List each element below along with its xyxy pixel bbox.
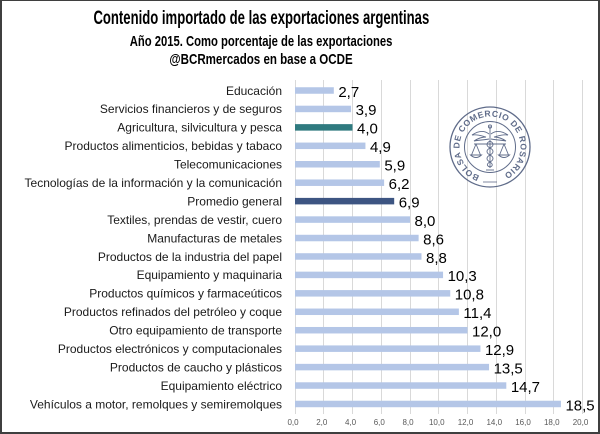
bar	[295, 216, 410, 223]
x-tick-label: 8,0	[402, 418, 414, 427]
bar	[295, 105, 352, 113]
value-label: 18,5	[565, 397, 594, 414]
bar	[295, 234, 419, 242]
bar	[295, 87, 334, 94]
x-tick-label: 4,0	[345, 418, 357, 427]
value-label: 5,9	[384, 158, 405, 175]
x-tick-label: 10,0	[429, 418, 445, 427]
chart-subtitle-text: Año 2015. Como porcentaje de las exporta…	[129, 33, 393, 50]
x-tick-label: 2,0	[316, 418, 328, 427]
x-tick-label: 16,0	[515, 418, 531, 427]
category-label: Manufacturas de metales	[147, 231, 282, 245]
bar	[295, 197, 395, 205]
category-label: Productos de caucho y plásticos	[110, 360, 282, 374]
value-label: 11,4	[463, 305, 491, 322]
category-label: Otro equipamiento de transporte	[109, 324, 282, 338]
value-label: 8,8	[426, 250, 447, 267]
value-label: 14,7	[511, 379, 540, 396]
bar	[295, 382, 507, 389]
chart-source: @BCRmercados en base a OCDE	[0, 52, 522, 67]
category-label: Productos refinados del petróleo y coque	[64, 305, 282, 319]
bar	[295, 345, 481, 352]
bars	[295, 87, 561, 408]
x-tick-label: 6,0	[374, 418, 386, 427]
chart-title: Contenido importado de las exportaciones…	[0, 9, 522, 28]
value-label: 13,5	[494, 360, 523, 377]
category-label: Productos de la industria del papel	[98, 250, 282, 264]
x-tick-label: 20,0	[573, 418, 589, 427]
x-tick-label: 12,0	[458, 418, 474, 427]
category-label: Vehículos a motor, remolques y semiremol…	[30, 397, 282, 411]
bar	[295, 253, 422, 260]
value-label: 4,9	[370, 139, 391, 156]
bar	[295, 308, 459, 316]
value-label: 4,0	[357, 121, 378, 138]
chart-subtitle: Año 2015. Como porcentaje de las exporta…	[0, 34, 522, 49]
bar	[295, 179, 385, 186]
category-label: Agricultura, silvicultura y pesca	[117, 121, 282, 135]
x-tick-label: 14,0	[486, 418, 502, 427]
scales-caduceus-icon	[469, 124, 511, 171]
value-label: 3,9	[356, 102, 377, 119]
category-label: Productos alimenticios, bebidas y tabaco	[65, 139, 283, 153]
x-axis: 0,0 2,0 4,0 6,0 8,0 10,0 12,0 14,0 16,0 18,0 20,0	[287, 418, 588, 427]
chart-source-text: @BCRmercados en base a OCDE	[169, 51, 353, 68]
value-label: 6,2	[389, 176, 410, 193]
value-label: 12,9	[485, 342, 514, 359]
value-label: 2,7	[338, 84, 359, 101]
category-label: Tecnologías de la información y la comun…	[25, 176, 282, 190]
category-label: Textiles, prendas de vestir, cuero	[107, 213, 282, 227]
seal-inner-ring	[464, 121, 516, 173]
value-label: 12,0	[472, 324, 501, 341]
labels: Educación 2,7 Servicios financieros y de s…	[25, 84, 595, 414]
bar	[295, 363, 490, 371]
value-label: 10,3	[448, 268, 477, 285]
category-label: Promedio general	[187, 194, 282, 208]
category-label: Equipamiento eléctrico	[161, 379, 283, 393]
category-label: Productos electrónicos y computacionales	[58, 342, 282, 356]
category-label: Servicios financieros y de seguros	[100, 102, 282, 116]
x-tick-label: 18,0	[544, 418, 560, 427]
bar	[295, 326, 468, 334]
seal-outer-ring	[449, 106, 531, 188]
value-label: 8,0	[415, 213, 436, 230]
bar	[295, 142, 366, 150]
category-label: Productos químicos y farmaceúticos	[89, 287, 282, 301]
x-tick-label: 0,0	[287, 418, 299, 427]
bar	[295, 124, 353, 131]
category-label: Educación	[226, 84, 282, 98]
bar	[295, 290, 451, 297]
bar	[295, 400, 561, 408]
category-label: Telecomunicaciones	[174, 158, 282, 172]
value-label: 10,8	[455, 287, 484, 304]
category-label: Equipamiento y maquinaria	[137, 268, 283, 282]
value-label: 6,9	[399, 194, 420, 211]
bolsa-de-comercio-seal-icon: BOLSA DE COMERCIO DE ROSARIO	[449, 106, 531, 188]
bar	[295, 271, 444, 279]
value-label: 8,6	[423, 231, 444, 248]
bar	[295, 161, 380, 168]
chart-title-text: Contenido importado de las exportaciones…	[93, 8, 429, 29]
